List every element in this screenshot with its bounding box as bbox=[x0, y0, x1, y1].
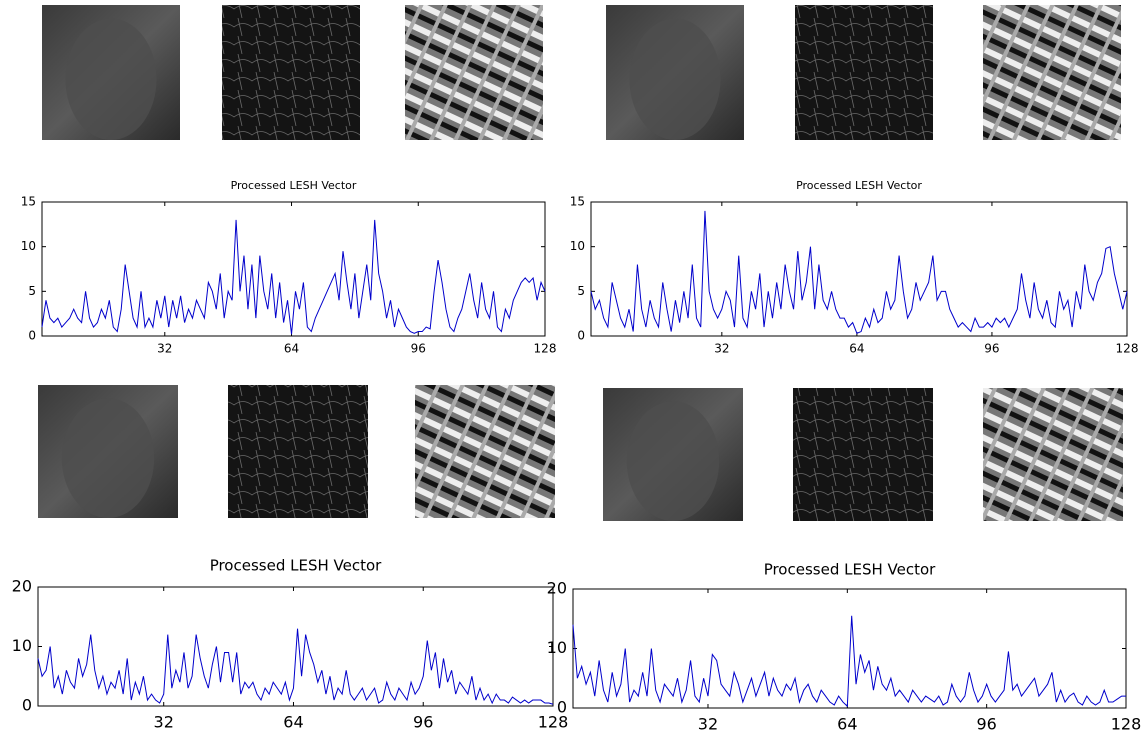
line-chart: Processed LESH Vector 0 5 10 15 32 64 96 128 bbox=[570, 179, 1139, 356]
y-tick-label: 0 bbox=[28, 329, 36, 343]
x-tick-label: 96 bbox=[976, 715, 996, 734]
face-shape bbox=[61, 398, 155, 518]
face-shape bbox=[65, 18, 157, 140]
line-chart: Processed LESH Vector 0 10 20 32 64 96 128 bbox=[547, 561, 1142, 734]
image-area bbox=[795, 5, 933, 140]
face-image bbox=[222, 5, 360, 140]
y-tick-label: 0 bbox=[557, 698, 567, 717]
line-chart: Processed LESH Vector 0 5 10 15 32 64 96 128 bbox=[21, 179, 557, 356]
chart-title: Processed LESH Vector bbox=[231, 179, 357, 192]
face-image bbox=[42, 5, 180, 140]
x-tick-label: 64 bbox=[837, 715, 857, 734]
data-line bbox=[590, 210, 1128, 334]
x-tick-label: 32 bbox=[154, 713, 174, 732]
image-area bbox=[793, 388, 933, 521]
face-shape bbox=[626, 401, 720, 521]
x-tick-label: 96 bbox=[411, 342, 426, 356]
y-tick-label: 20 bbox=[547, 579, 567, 598]
chart-title: Processed LESH Vector bbox=[796, 179, 922, 192]
image-area bbox=[983, 388, 1123, 521]
y-tick-label: 5 bbox=[577, 284, 585, 298]
face-image bbox=[983, 5, 1121, 140]
y-tick-label: 5 bbox=[28, 284, 36, 298]
face-image bbox=[405, 5, 543, 140]
y-tick-label: 10 bbox=[547, 638, 567, 657]
face-image bbox=[795, 5, 933, 140]
face-image bbox=[983, 388, 1123, 521]
y-tick-label: 10 bbox=[12, 636, 32, 655]
image-area bbox=[415, 385, 555, 518]
face-image bbox=[38, 385, 178, 518]
y-tick-label: 15 bbox=[570, 195, 585, 209]
data-line bbox=[572, 615, 1126, 708]
data-line bbox=[37, 628, 554, 705]
face-image bbox=[606, 5, 744, 140]
y-tick-label: 10 bbox=[21, 239, 36, 253]
plot-frame bbox=[41, 201, 546, 337]
plot-frame bbox=[590, 201, 1128, 337]
x-tick-label: 32 bbox=[714, 342, 729, 356]
y-tick-label: 10 bbox=[570, 239, 585, 253]
y-tick-label: 0 bbox=[577, 329, 585, 343]
line-chart: Processed LESH Vector 0 10 20 32 64 96 128 bbox=[12, 557, 569, 732]
image-area bbox=[222, 5, 360, 140]
x-tick-label: 128 bbox=[538, 713, 569, 732]
image-area bbox=[405, 5, 543, 140]
x-tick-label: 128 bbox=[1116, 342, 1139, 356]
face-image bbox=[415, 385, 555, 518]
x-tick-label: 128 bbox=[1111, 715, 1142, 734]
y-tick-label: 0 bbox=[22, 696, 32, 715]
chart-title: Processed LESH Vector bbox=[764, 561, 936, 579]
face-image bbox=[228, 385, 368, 518]
face-image bbox=[793, 388, 933, 521]
x-tick-label: 32 bbox=[698, 715, 718, 734]
y-tick-label: 15 bbox=[21, 195, 36, 209]
x-tick-label: 64 bbox=[284, 342, 299, 356]
y-tick-label: 20 bbox=[12, 577, 32, 596]
face-shape bbox=[629, 18, 721, 140]
x-tick-label: 64 bbox=[849, 342, 864, 356]
x-tick-label: 64 bbox=[283, 713, 303, 732]
x-tick-label: 96 bbox=[984, 342, 999, 356]
image-area bbox=[983, 5, 1121, 140]
face-image bbox=[603, 388, 743, 521]
x-tick-label: 128 bbox=[534, 342, 557, 356]
data-line bbox=[41, 219, 546, 335]
x-tick-label: 32 bbox=[157, 342, 172, 356]
image-area bbox=[228, 385, 368, 518]
x-tick-label: 96 bbox=[413, 713, 433, 732]
chart-title: Processed LESH Vector bbox=[210, 557, 382, 575]
